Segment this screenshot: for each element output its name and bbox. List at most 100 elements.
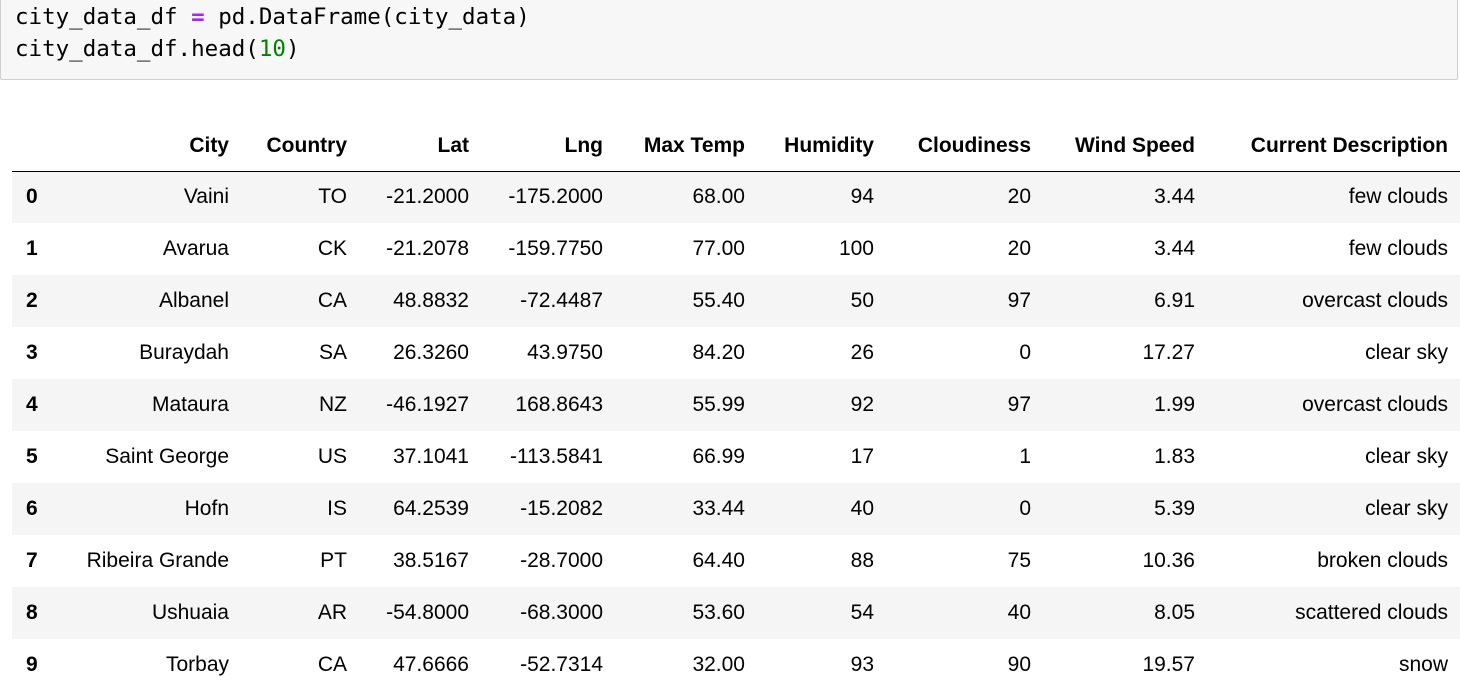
column-header-lat: Lat xyxy=(359,121,481,172)
cell-city: Hofn xyxy=(184,497,229,520)
cell-city: Ribeira Grande xyxy=(86,549,229,572)
table-row: 3 Buraydah SA 26.3260 43.9750 84.20 26 0… xyxy=(12,327,1460,379)
cell-city: Mataura xyxy=(151,393,229,416)
cell-humidity: 17 xyxy=(850,445,874,468)
cell-wind-speed: 1.99 xyxy=(1154,393,1195,416)
code-token-number: 10 xyxy=(258,36,286,62)
cell-humidity: 40 xyxy=(850,497,874,520)
cell-lng: -52.7314 xyxy=(520,653,603,676)
cell-lng: -68.3000 xyxy=(520,601,603,624)
cell-lng: -28.7000 xyxy=(520,549,603,572)
cell-lng: 168.8643 xyxy=(515,393,603,416)
cell-wind-speed: 19.57 xyxy=(1142,653,1195,676)
cell-max-temp: 66.99 xyxy=(692,445,745,468)
cell-lng: -15.2082 xyxy=(520,497,603,520)
cell-wind-speed: 6.91 xyxy=(1154,289,1195,312)
cell-max-temp: 53.60 xyxy=(692,601,745,624)
cell-cloudiness: 90 xyxy=(1007,653,1031,676)
cell-current-description: clear sky xyxy=(1365,445,1448,468)
cell-city: Ushuaia xyxy=(151,601,229,624)
cell-wind-speed: 1.83 xyxy=(1154,445,1195,468)
cell-humidity: 88 xyxy=(850,549,874,572)
cell-max-temp: 77.00 xyxy=(692,237,745,260)
cell-max-temp: 84.20 xyxy=(692,341,745,364)
code-token-expression: pd.DataFrame(city_data) xyxy=(204,4,530,30)
code-line-1: city_data_df = pd.DataFrame(city_data) xyxy=(15,1,1457,33)
cell-country: CK xyxy=(317,237,347,260)
code-token-variable: city_data_df xyxy=(15,4,192,30)
cell-country: TO xyxy=(318,185,347,209)
cell-cloudiness: 40 xyxy=(1007,601,1031,624)
code-cell-input[interactable]: city_data_df = pd.DataFrame(city_data) c… xyxy=(0,0,1458,80)
cell-cloudiness: 20 xyxy=(1007,185,1031,209)
cell-humidity: 100 xyxy=(838,237,874,260)
cell-city: Avarua xyxy=(162,237,229,260)
dataframe-table: City Country Lat Lng Max Temp Humidity C… xyxy=(12,121,1460,691)
cell-country: CA xyxy=(317,289,347,312)
cell-lat: 38.5167 xyxy=(393,549,469,572)
cell-lng: 43.9750 xyxy=(527,341,603,364)
row-index: 2 xyxy=(26,289,38,312)
table-row: 7 Ribeira Grande PT 38.5167 -28.7000 64.… xyxy=(12,535,1460,587)
cell-cloudiness: 0 xyxy=(1019,497,1031,520)
cell-cloudiness: 0 xyxy=(1019,341,1031,364)
row-index: 4 xyxy=(26,393,38,416)
row-index: 7 xyxy=(26,549,38,572)
cell-humidity: 50 xyxy=(850,289,874,312)
cell-lng: -159.7750 xyxy=(508,237,603,260)
cell-max-temp: 55.99 xyxy=(692,393,745,416)
cell-lat: 48.8832 xyxy=(393,289,469,312)
cell-country: SA xyxy=(318,341,347,364)
table-row: 4 Mataura NZ -46.1927 168.8643 55.99 92 … xyxy=(12,379,1460,431)
cell-current-description: clear sky xyxy=(1365,341,1448,364)
cell-country: AR xyxy=(317,601,347,624)
row-index: 5 xyxy=(26,445,38,468)
cell-country: IS xyxy=(327,497,347,520)
column-header-max-temp: Max Temp xyxy=(615,121,757,172)
code-token-call: city_data_df.head( xyxy=(15,36,259,62)
cell-cloudiness: 20 xyxy=(1007,237,1031,260)
cell-lat: -46.1927 xyxy=(386,393,469,416)
table-row: 8 Ushuaia AR -54.8000 -68.3000 53.60 54 … xyxy=(12,587,1460,639)
cell-humidity: 54 xyxy=(850,601,874,624)
cell-max-temp: 68.00 xyxy=(692,185,745,209)
table-row: 9 Torbay CA 47.6666 -52.7314 32.00 93 90… xyxy=(12,639,1460,691)
cell-current-description: few clouds xyxy=(1348,185,1448,209)
cell-lng: -175.2000 xyxy=(508,185,603,209)
cell-lng: -113.5841 xyxy=(509,445,603,468)
cell-lat: -21.2078 xyxy=(386,237,469,260)
column-header-humidity: Humidity xyxy=(757,121,886,172)
cell-current-description: snow xyxy=(1398,653,1448,676)
table-row: 2 Albanel CA 48.8832 -72.4487 55.40 50 9… xyxy=(12,275,1460,327)
cell-country: NZ xyxy=(319,393,347,416)
column-header-current-description: Current Description xyxy=(1207,121,1460,172)
row-index: 8 xyxy=(26,601,38,624)
cell-max-temp: 64.40 xyxy=(692,549,745,572)
cell-country: PT xyxy=(320,549,347,572)
column-header-index xyxy=(12,121,52,172)
cell-wind-speed: 3.44 xyxy=(1154,185,1195,209)
cell-cloudiness: 1 xyxy=(1019,445,1031,468)
row-index: 3 xyxy=(26,341,38,364)
code-token-paren: ) xyxy=(285,36,300,62)
cell-country: US xyxy=(317,445,347,468)
cell-max-temp: 55.40 xyxy=(692,289,745,312)
cell-current-description: few clouds xyxy=(1348,237,1448,260)
cell-cloudiness: 97 xyxy=(1007,393,1031,416)
cell-lat: 64.2539 xyxy=(393,497,469,520)
column-header-city: City xyxy=(52,121,241,172)
cell-humidity: 94 xyxy=(850,185,874,209)
cell-lng: -72.4487 xyxy=(520,289,603,312)
cell-humidity: 92 xyxy=(850,393,874,416)
cell-current-description: scattered clouds xyxy=(1295,601,1448,624)
cell-humidity: 26 xyxy=(850,341,874,364)
row-index: 9 xyxy=(26,653,38,676)
cell-country: CA xyxy=(317,653,347,676)
cell-wind-speed: 10.36 xyxy=(1142,549,1195,572)
column-header-wind-speed: Wind Speed xyxy=(1043,121,1207,172)
cell-wind-speed: 17.27 xyxy=(1142,341,1195,364)
cell-wind-speed: 3.44 xyxy=(1154,237,1195,260)
code-token-operator: = xyxy=(191,4,205,30)
cell-city: Saint George xyxy=(105,445,229,468)
cell-humidity: 93 xyxy=(850,653,874,676)
